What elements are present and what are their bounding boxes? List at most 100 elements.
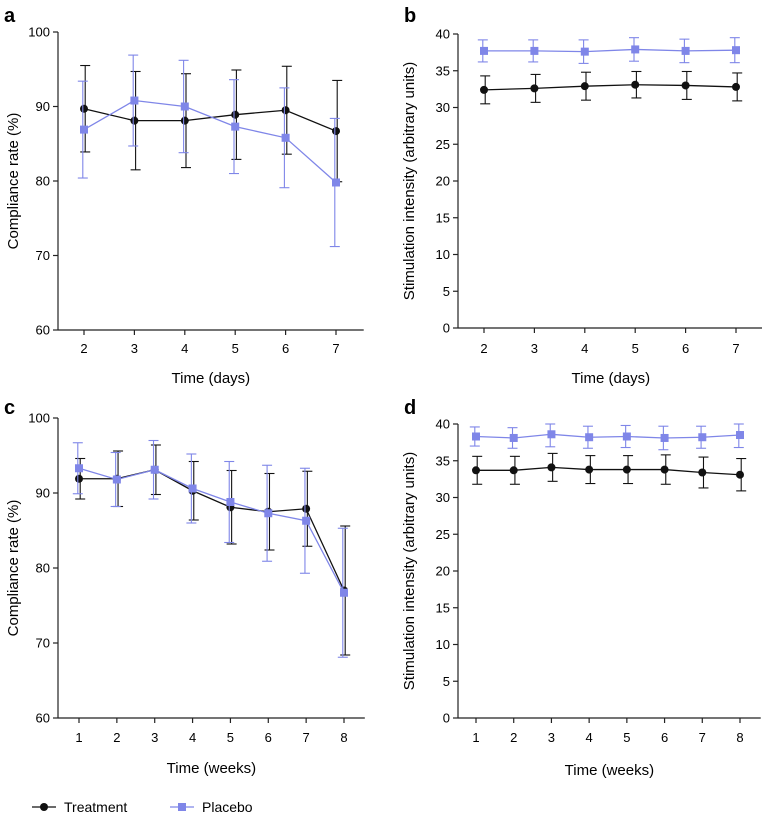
series-treatment [472,452,747,492]
data-point-placebo [130,96,139,105]
data-point-placebo [302,516,311,525]
data-point-placebo [585,433,594,442]
data-point-placebo [231,122,240,131]
data-point-placebo [480,46,488,55]
data-point-treatment [622,465,631,474]
y-tick-label: 60 [36,711,50,726]
data-point-placebo [112,475,121,484]
y-tick-label: 10 [436,637,450,652]
data-point-treatment [580,82,589,91]
data-point-placebo [631,45,640,54]
y-tick-label: 80 [36,174,50,189]
x-tick-label: 3 [531,341,538,356]
series-placebo [72,439,348,658]
data-point-placebo [472,432,480,441]
y-tick-label: 0 [443,711,450,726]
data-point-placebo [264,509,273,518]
data-point-placebo [80,125,88,134]
x-tick-label: 7 [732,341,739,356]
data-point-treatment [480,85,488,94]
series-placebo [77,54,340,248]
data-point-placebo [580,47,589,56]
x-tick-label: 8 [340,730,347,745]
y-tick-label: 100 [28,411,50,426]
data-point-placebo [660,433,669,442]
y-tick-label: 15 [436,210,450,225]
x-tick-label: 4 [181,341,188,356]
y-tick-label: 70 [36,636,50,651]
y-tick-label: 40 [436,417,450,432]
data-point-treatment [732,82,740,91]
y-tick-label: 40 [436,27,450,42]
data-point-treatment [530,84,539,93]
series-line [484,48,737,53]
panel-letter-d: d [404,397,416,419]
data-point-placebo [736,431,744,440]
series-line [476,466,741,476]
y-tick-label: 25 [436,527,450,542]
panel-letter-c: c [4,397,15,419]
x-axis-label: Time (weeks) [565,762,654,779]
y-tick-label: 10 [436,247,450,262]
y-tick-label: 5 [443,674,450,689]
data-point-placebo [340,588,348,597]
data-point-treatment [736,470,744,479]
data-point-placebo [75,464,83,473]
data-point-placebo [332,178,340,187]
x-tick-label: 4 [189,730,196,745]
data-point-treatment [302,504,311,513]
series-placebo [469,423,744,451]
x-tick-label: 6 [661,730,668,745]
x-tick-label: 2 [80,341,87,356]
data-point-placebo [188,484,197,493]
panel-letter-b: b [404,5,416,27]
data-point-treatment [281,106,290,115]
x-tick-label: 2 [480,341,487,356]
legend-treatment-marker [40,803,48,811]
y-tick-label: 0 [443,321,450,336]
x-tick-label: 5 [232,341,239,356]
y-tick-label: 80 [36,561,50,576]
series-line [475,433,741,439]
x-tick-label: 1 [472,730,479,745]
x-tick-label: 6 [682,341,689,356]
y-tick-label: 30 [436,100,450,115]
data-point-placebo [150,465,159,474]
legend-item-placebo: Placebo [170,799,253,815]
series-treatment [80,64,343,183]
x-tick-label: 4 [586,730,593,745]
x-axis-label: Time (days) [572,370,651,387]
data-point-placebo [509,433,518,442]
x-tick-label: 1 [75,730,82,745]
legend-placebo-label: Placebo [202,799,253,815]
data-point-treatment [75,474,83,483]
series-line [83,108,337,132]
data-point-placebo [530,46,539,55]
data-point-treatment [332,127,340,136]
legend-item-treatment: Treatment [32,799,127,815]
data-point-treatment [698,468,707,477]
x-tick-label: 8 [736,730,743,745]
data-point-placebo [547,430,556,439]
y-axis-label: Compliance rate (%) [5,500,22,637]
x-tick-label: 7 [303,730,310,745]
y-tick-label: 60 [36,323,50,338]
x-tick-label: 5 [227,730,234,745]
x-tick-label: 5 [632,341,639,356]
data-point-placebo [622,432,631,441]
x-tick-label: 4 [581,341,588,356]
legend-treatment-label: Treatment [64,799,127,815]
x-tick-label: 2 [510,730,517,745]
legend: Treatment Placebo [32,799,253,815]
data-point-placebo [698,433,707,442]
x-tick-label: 3 [131,341,138,356]
data-point-treatment [547,463,556,472]
data-point-treatment [180,116,189,125]
data-point-treatment [509,466,518,475]
y-tick-label: 35 [436,63,450,78]
y-tick-label: 15 [436,600,450,615]
y-tick-label: 20 [436,174,450,189]
y-axis-label: Compliance rate (%) [5,113,22,250]
